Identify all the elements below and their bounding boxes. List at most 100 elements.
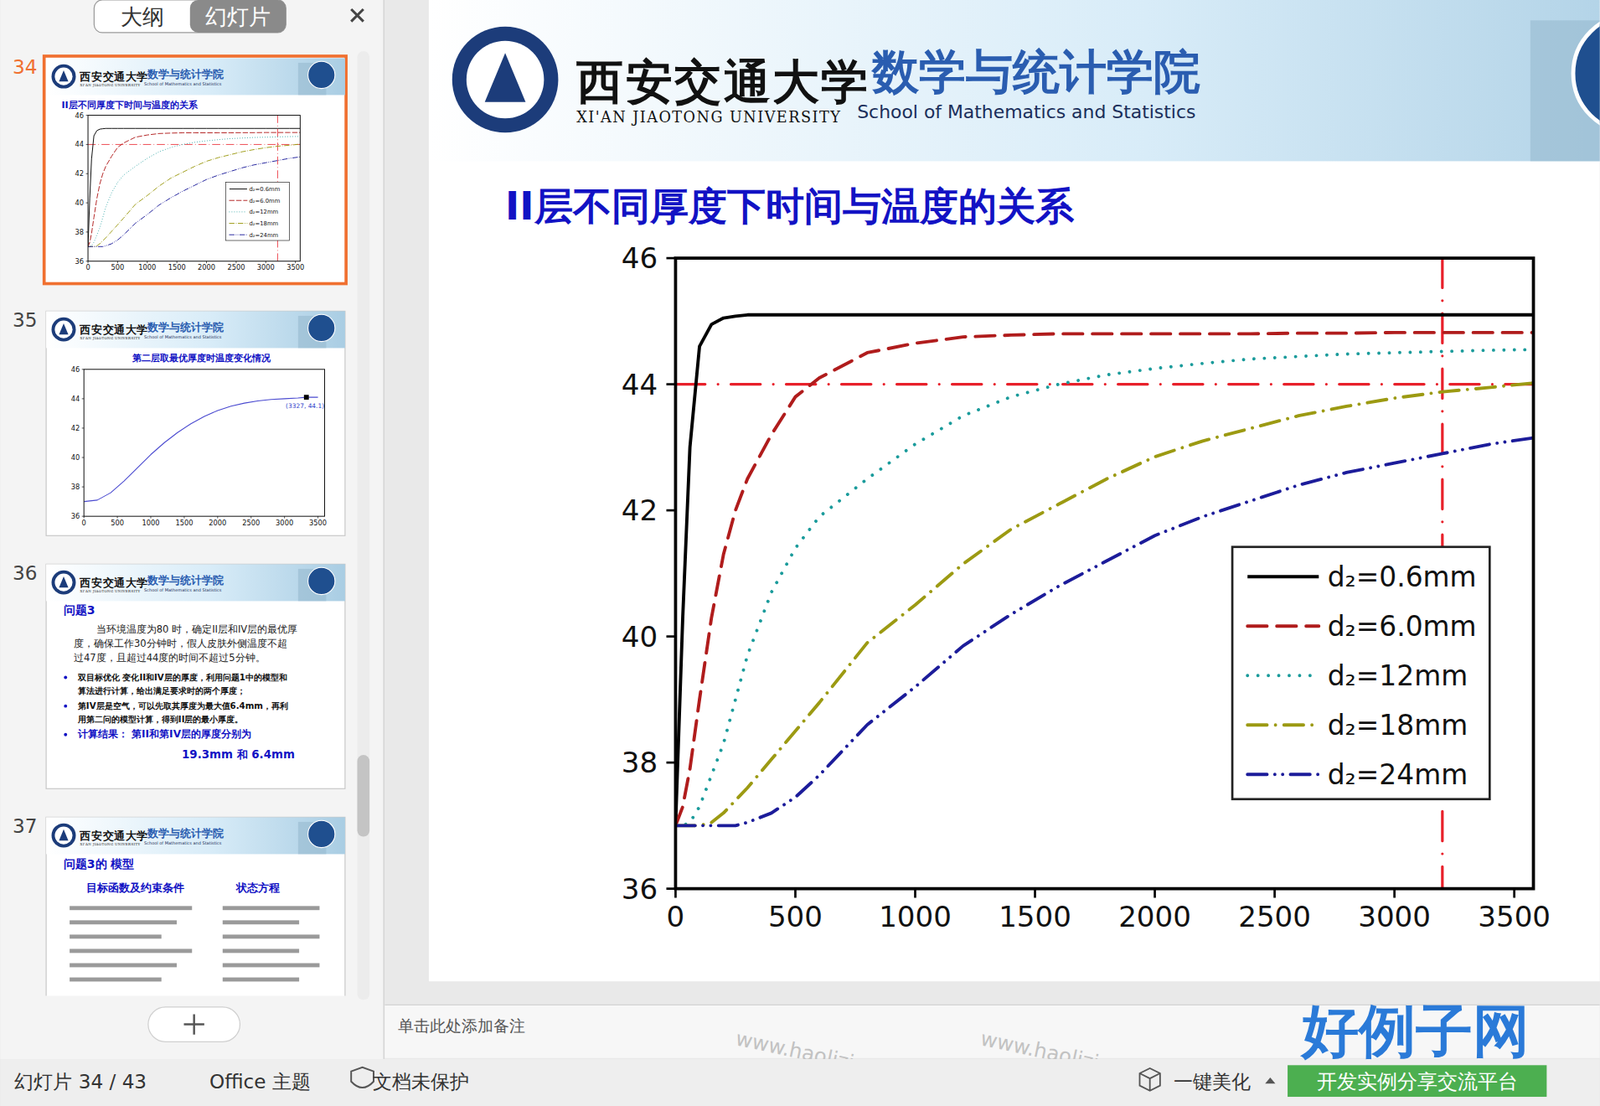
status-theme: Office 主题 bbox=[209, 1070, 311, 1093]
formula-placeholder bbox=[69, 905, 192, 910]
legend-label: d₂=6.0mm bbox=[1327, 609, 1477, 643]
series-line bbox=[675, 382, 1533, 826]
y-tick-label: 46 bbox=[75, 111, 85, 120]
tab[interactable]: 大纲 bbox=[120, 4, 165, 30]
legend-swatch bbox=[229, 222, 248, 224]
close-button[interactable] bbox=[350, 9, 364, 22]
legend-swatch bbox=[1247, 722, 1319, 727]
thumb-text: 用第二问的模型计算，得到II层的最小厚度。 bbox=[77, 714, 244, 724]
university-name: 西安交通大学 bbox=[78, 576, 148, 589]
slide-number: 35 bbox=[12, 309, 37, 331]
status-slide: 幻灯片 34 / 43 bbox=[14, 1070, 147, 1093]
thumbnail[interactable] bbox=[46, 563, 346, 789]
bullet bbox=[63, 676, 68, 680]
caret-icon[interactable] bbox=[1264, 1077, 1275, 1084]
y-tick-label: 36 bbox=[75, 257, 85, 266]
slide-header: 西安交通大学XI'AN JIAOTONG UNIVERSITY数学与统计学院Sc… bbox=[46, 57, 346, 95]
logo-mark bbox=[485, 52, 527, 102]
bullet bbox=[63, 704, 68, 708]
formula-placeholder bbox=[69, 919, 177, 924]
reference-line bbox=[87, 144, 300, 145]
logo-mark bbox=[58, 829, 68, 841]
logo-inner bbox=[466, 41, 545, 119]
legend-label: d₂=0.6mm bbox=[249, 185, 281, 193]
university-en: XI'AN JIAOTONG UNIVERSITY bbox=[576, 108, 842, 126]
logo-inner bbox=[54, 320, 73, 339]
x-tick-label: 1500 bbox=[175, 518, 193, 527]
school-en: School of Mathematics and Statistics bbox=[856, 101, 1196, 123]
add-slide-button[interactable] bbox=[148, 1006, 241, 1042]
legend-label: d₂=12mm bbox=[1327, 659, 1468, 692]
legend-box bbox=[1232, 547, 1490, 800]
y-tick-label: 46 bbox=[621, 241, 658, 275]
chart: 0500100015002000250030003500363840424446… bbox=[75, 111, 305, 273]
data-group bbox=[87, 115, 300, 262]
university-en: XI'AN JIAOTONG UNIVERSITY bbox=[79, 82, 140, 88]
formula-placeholder bbox=[222, 919, 300, 924]
plot-frame bbox=[83, 369, 325, 517]
bullet bbox=[63, 732, 68, 737]
tab-active[interactable] bbox=[190, 0, 286, 33]
formula-placeholder bbox=[69, 934, 162, 939]
header-band bbox=[46, 57, 346, 95]
notes-placeholder[interactable]: 单击此处添加备注 bbox=[397, 1016, 526, 1036]
scrollbar bbox=[357, 51, 371, 1000]
x-tick-label: 2000 bbox=[197, 263, 216, 272]
shield-icon bbox=[350, 1067, 374, 1088]
y-tick-label: 40 bbox=[75, 198, 85, 207]
series-line bbox=[87, 156, 300, 247]
university-en: XI'AN JIAOTONG UNIVERSITY bbox=[79, 588, 140, 594]
status-beautify[interactable]: 一键美化 bbox=[1173, 1070, 1251, 1093]
y-tick-label: 44 bbox=[71, 394, 81, 403]
logo-inner bbox=[54, 67, 73, 86]
school-name: 数学与统计学院 bbox=[146, 67, 224, 81]
thumbnail[interactable] bbox=[46, 310, 346, 536]
y-tick-label: 40 bbox=[71, 453, 81, 462]
school-name: 数学与统计学院 bbox=[146, 826, 224, 840]
slide-header: 西安交通大学XI'AN JIAOTONG UNIVERSITY数学与统计学院Sc… bbox=[46, 816, 346, 854]
y-tick-label: 38 bbox=[71, 482, 81, 491]
header-band bbox=[428, 0, 1600, 161]
logo-mark bbox=[58, 576, 68, 588]
plus-icon[interactable] bbox=[184, 1013, 205, 1034]
chart: 0500100015002000250030003500363840424446… bbox=[621, 241, 1551, 933]
thumbnail[interactable] bbox=[46, 816, 346, 996]
school-name: 数学与统计学院 bbox=[870, 44, 1201, 99]
series-line bbox=[87, 136, 300, 247]
y-tick-label: 42 bbox=[71, 423, 81, 433]
status-protection[interactable]: 文档未保护 bbox=[372, 1070, 470, 1093]
slide-bg bbox=[428, 0, 1600, 981]
thumb-text: 双目标优化 变化II和IV层的厚度，利用问题1中的模型和 bbox=[77, 672, 288, 682]
legend-swatch bbox=[229, 200, 248, 202]
brand-name: 好例子网 bbox=[1299, 997, 1530, 1064]
y-tick-label: 44 bbox=[621, 367, 658, 402]
logo-inner bbox=[54, 573, 73, 592]
x-tick-label: 1000 bbox=[138, 263, 156, 272]
scroll-thumb[interactable] bbox=[357, 754, 371, 837]
x-tick-label: 2500 bbox=[242, 518, 260, 527]
series-line bbox=[675, 332, 1533, 826]
legend-box bbox=[225, 181, 290, 241]
formula-placeholder bbox=[222, 934, 320, 939]
x-tick-label: 2500 bbox=[227, 263, 245, 272]
x-tick-label: 1500 bbox=[168, 263, 186, 272]
school-en: School of Mathematics and Statistics bbox=[144, 334, 222, 340]
thumb-heading: 问题3的 模型 bbox=[63, 856, 135, 871]
x-tick-label: 2000 bbox=[208, 518, 227, 527]
series-line bbox=[83, 397, 318, 501]
tab[interactable]: 幻灯片 bbox=[205, 4, 271, 30]
thumb-text: 计算结果： 第II和第IV层的厚度分别为 bbox=[77, 727, 252, 740]
legend-swatch bbox=[229, 211, 248, 212]
thumbnail[interactable] bbox=[44, 56, 346, 284]
x-tick-label: 3000 bbox=[257, 263, 275, 272]
university-name: 西安交通大学 bbox=[78, 829, 148, 842]
series-line bbox=[87, 128, 300, 247]
university-name: 西安交通大学 bbox=[78, 70, 148, 83]
university-name: 西安交通大学 bbox=[575, 53, 871, 109]
thumb-title: II层不同厚度下时间与温度的关系 bbox=[61, 99, 198, 111]
side-panel bbox=[0, 0, 384, 1059]
x-tick-label: 2000 bbox=[1118, 899, 1192, 934]
formula-placeholder bbox=[69, 977, 162, 982]
x-tick-label: 3500 bbox=[309, 518, 327, 527]
main-slide: 西安交通大学XI'AN JIAOTONG UNIVERSITY 数学与统计学院Sc… bbox=[428, 0, 1600, 981]
